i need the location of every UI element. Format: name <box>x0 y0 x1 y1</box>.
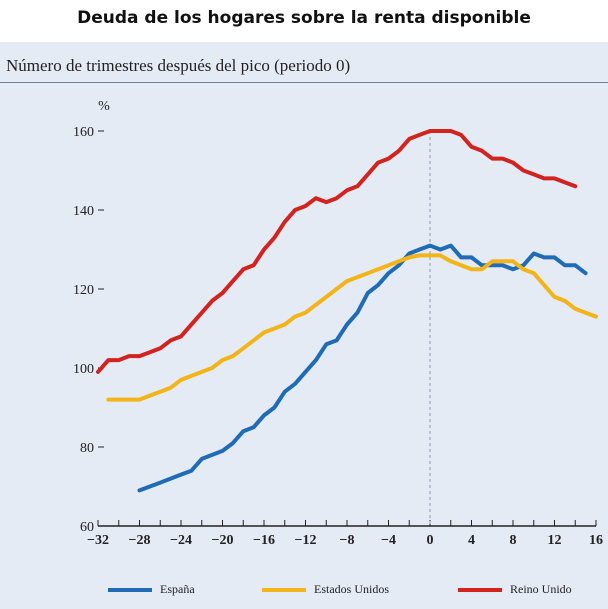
legend: España Estados Unidos Reino Unido <box>0 582 608 602</box>
x-tick-label: 0 <box>427 533 434 548</box>
legend-swatch-reino-unido <box>458 587 502 592</box>
y-tick-label: 80 <box>80 441 94 456</box>
y-axis-label: % <box>98 99 110 114</box>
y-tick-label: 160 <box>73 125 94 140</box>
x-tick-label: 4 <box>468 533 475 548</box>
series-line-1 <box>106 253 598 402</box>
y-tick-label: 100 <box>73 362 94 377</box>
x-tick-label: 12 <box>548 533 562 548</box>
legend-label-reino-unido: Reino Unido <box>510 582 572 596</box>
series-line-0 <box>137 243 588 493</box>
x-tick-label: 16 <box>589 533 603 548</box>
legend-label-estados-unidos: Estados Unidos <box>314 582 389 596</box>
x-tick-label: −32 <box>87 533 109 548</box>
y-tick-label: 140 <box>73 204 94 219</box>
legend-item-espana: España <box>108 582 195 597</box>
x-tick-label: −20 <box>212 533 234 548</box>
subtitle-divider <box>0 82 608 83</box>
legend-swatch-estados-unidos <box>262 587 306 592</box>
y-tick-label: 120 <box>73 283 94 298</box>
x-tick-label: −12 <box>295 533 317 548</box>
chart-title: Deuda de los hogares sobre la renta disp… <box>77 8 531 28</box>
x-tick-label: 8 <box>510 533 517 548</box>
legend-item-estados-unidos: Estados Unidos <box>262 582 389 597</box>
plot-panel <box>0 42 608 609</box>
chart-subtitle: Número de trimestres después del pico (p… <box>6 56 351 75</box>
legend-label-espana: España <box>160 582 195 596</box>
y-tick-label: 60 <box>80 520 94 535</box>
x-tick-label: −24 <box>170 533 192 548</box>
legend-swatch-espana <box>108 587 152 592</box>
x-tick-label: −4 <box>381 533 396 548</box>
x-tick-label: −16 <box>253 533 275 548</box>
legend-item-reino-unido: Reino Unido <box>458 582 572 597</box>
x-tick-label: −8 <box>340 533 355 548</box>
x-tick-label: −28 <box>129 533 151 548</box>
series-line-2 <box>96 129 578 374</box>
